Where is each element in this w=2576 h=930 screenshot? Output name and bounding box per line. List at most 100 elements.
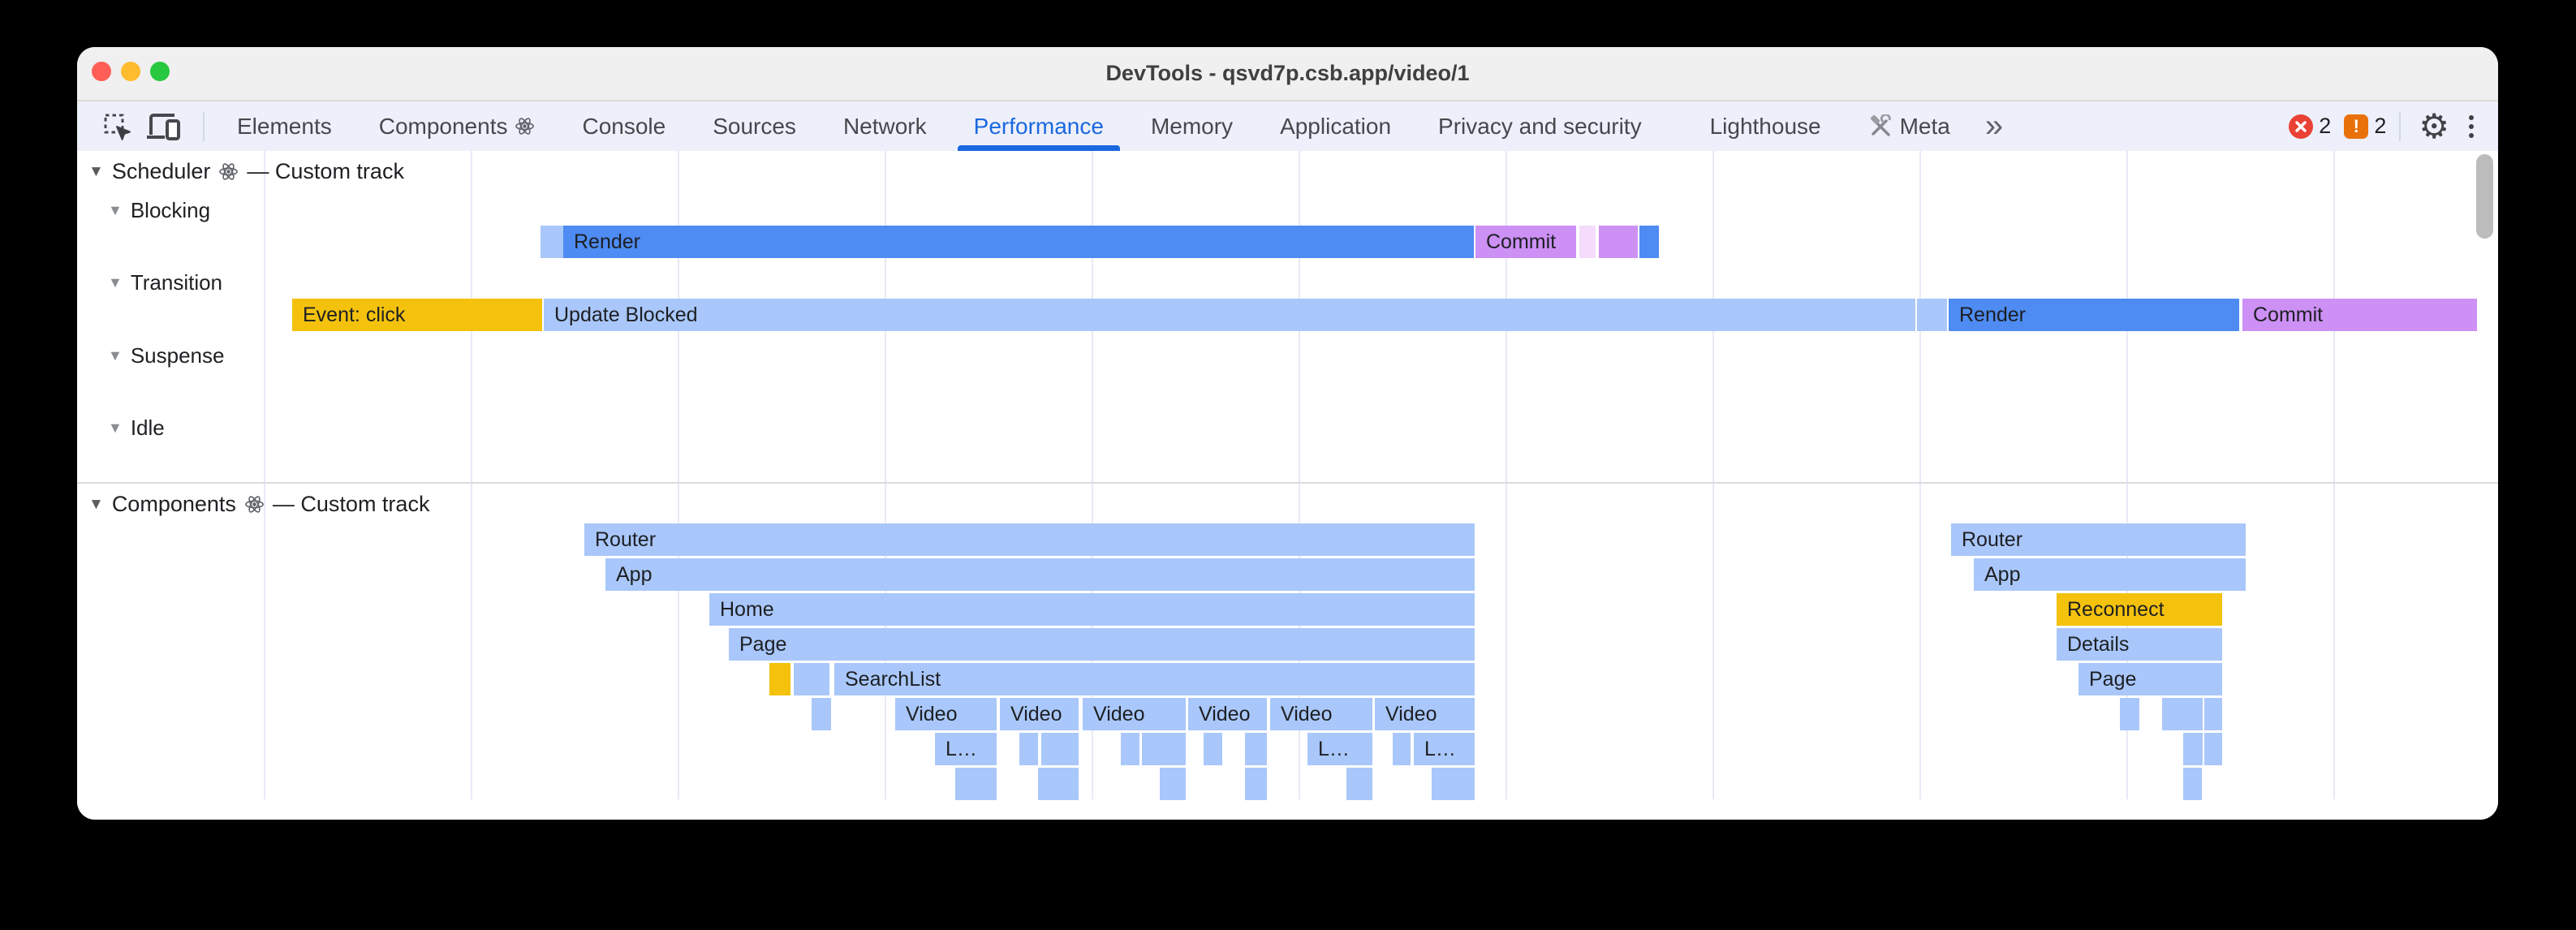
flame-bar-page[interactable]: Page [2078,663,2222,695]
flame-bar-router[interactable]: Router [584,523,1475,556]
tab-network[interactable]: Network [820,101,950,151]
flame-bar[interactable] [541,226,563,258]
flame-bar-l-[interactable]: L… [935,733,997,765]
collapse-triangle-icon[interactable]: ▼ [108,419,123,436]
flame-bar[interactable] [812,698,831,730]
lane-blocking[interactable]: ▼ Blocking [108,197,210,223]
flame-bar[interactable] [2204,698,2222,730]
zoom-window-button[interactable] [150,62,170,81]
tab-components[interactable]: Components [355,101,559,151]
tab-meta[interactable]: Meta [1845,101,1974,151]
flame-bar[interactable] [1041,733,1079,765]
flame-bar-video[interactable]: Video [1000,698,1079,730]
flame-bar-details[interactable]: Details [2057,628,2222,661]
flame-bar[interactable] [1579,226,1596,258]
flame-bar[interactable] [2183,733,2203,765]
flame-bar[interactable] [1432,768,1475,800]
flame-bar-label: Render [1959,304,2026,326]
flame-bar-update-blocked[interactable]: Update Blocked [544,299,1915,331]
more-options-menu-icon[interactable] [2462,114,2480,138]
flame-bar[interactable] [2120,698,2139,730]
flame-bar-l-[interactable]: L… [1307,733,1372,765]
components-track-header[interactable]: ▼ Components — Custom track [88,492,429,517]
flame-bar[interactable] [1245,733,1267,765]
flame-bar[interactable] [794,663,829,695]
flame-bar-video[interactable]: Video [1270,698,1372,730]
inspect-element-button[interactable] [98,108,136,145]
settings-gear-icon[interactable]: ⚙ [2419,106,2449,145]
tab-label: Network [842,113,927,139]
flame-bar-router[interactable]: Router [1951,523,2246,556]
flame-bar[interactable] [1019,733,1038,765]
tab-sources[interactable]: Sources [689,101,820,151]
collapse-triangle-icon[interactable]: ▼ [88,162,104,180]
device-toolbar-button[interactable] [145,108,183,145]
flame-bar[interactable] [2204,733,2222,765]
flame-bar-label: Video [1093,703,1145,725]
flame-bar[interactable] [1204,733,1222,765]
flame-bar-label: Home [720,598,774,621]
performance-panel: ▼ Scheduler — Custom track ▼ Blocking ▼ Tra… [77,151,2498,820]
lane-suspense[interactable]: ▼ Suspense [108,342,224,368]
flame-bar-video[interactable]: Video [1188,698,1267,730]
flame-bar[interactable] [1038,768,1079,800]
flame-bar-app[interactable]: App [1974,558,2246,591]
lane-transition[interactable]: ▼ Transition [108,269,222,295]
active-tab-underline [957,145,1120,151]
tab-application[interactable]: Application [1256,101,1415,151]
flame-bar-video[interactable]: Video [1375,698,1475,730]
flame-bar-label: Page [739,633,787,656]
lane-label: Blocking [130,197,211,222]
tab-label: Elements [237,113,332,139]
collapse-triangle-icon[interactable]: ▼ [108,347,123,364]
tab-performance[interactable]: Performance [950,101,1127,151]
flame-bar[interactable] [1599,226,1638,258]
flame-bar-render[interactable]: Render [563,226,1474,258]
collapse-triangle-icon[interactable]: ▼ [108,201,123,218]
flame-bar[interactable] [769,663,790,695]
flame-bar-reconnect[interactable]: Reconnect [2057,593,2222,626]
flame-bar-video[interactable]: Video [1083,698,1186,730]
flame-bar[interactable] [1639,226,1659,258]
flame-bar[interactable] [955,768,997,800]
minimize-window-button[interactable] [121,62,140,81]
flame-bar[interactable] [2183,768,2202,800]
flame-bar[interactable] [1917,299,1947,331]
warning-badge[interactable]: ! 2 [2344,114,2386,139]
flame-bar[interactable] [1142,733,1186,765]
panel-tabs: Elements Components Console Sources Network P… [213,101,2014,151]
flame-bar-commit[interactable]: Commit [1475,226,1576,258]
tab-elements[interactable]: Elements [213,101,355,151]
flame-bar[interactable] [1121,733,1139,765]
flame-bar-app[interactable]: App [605,558,1475,591]
flame-bar-home[interactable]: Home [709,593,1475,626]
scheduler-track-header[interactable]: ▼ Scheduler — Custom track [88,159,404,184]
tab-memory[interactable]: Memory [1127,101,1256,151]
flame-bar-event-click[interactable]: Event: click [292,299,542,331]
lane-idle[interactable]: ▼ Idle [108,415,165,441]
flame-bar-video[interactable]: Video [895,698,997,730]
flame-bar[interactable] [1245,768,1267,800]
tab-lighthouse[interactable]: Lighthouse [1686,101,1845,151]
vertical-scrollbar-thumb[interactable] [2476,154,2493,239]
more-tabs-button[interactable]: » [1984,108,2004,144]
flame-bar-searchlist[interactable]: SearchList [834,663,1475,695]
error-badge[interactable]: 2 [2289,114,2331,139]
close-window-button[interactable] [92,62,111,81]
tab-console[interactable]: Console [558,101,689,151]
flame-bar-l-[interactable]: L… [1414,733,1475,765]
flame-bar[interactable] [1346,768,1372,800]
flame-bar-render[interactable]: Render [1949,299,2239,331]
devtools-window: DevTools - qsvd7p.csb.app/video/1 Elemen… [77,47,2498,820]
titlebar: DevTools - qsvd7p.csb.app/video/1 [77,47,2498,101]
flame-bar[interactable] [1393,733,1411,765]
error-count: 2 [2319,114,2332,138]
tab-label: Memory [1150,113,1234,139]
tab-privacy-and-security[interactable]: Privacy and security [1415,101,1665,151]
flame-bar[interactable] [2162,698,2203,730]
flame-bar-commit[interactable]: Commit [2242,299,2477,331]
collapse-triangle-icon[interactable]: ▼ [108,273,123,291]
flame-bar-page[interactable]: Page [729,628,1475,661]
collapse-triangle-icon[interactable]: ▼ [88,495,104,513]
flame-bar[interactable] [1160,768,1186,800]
